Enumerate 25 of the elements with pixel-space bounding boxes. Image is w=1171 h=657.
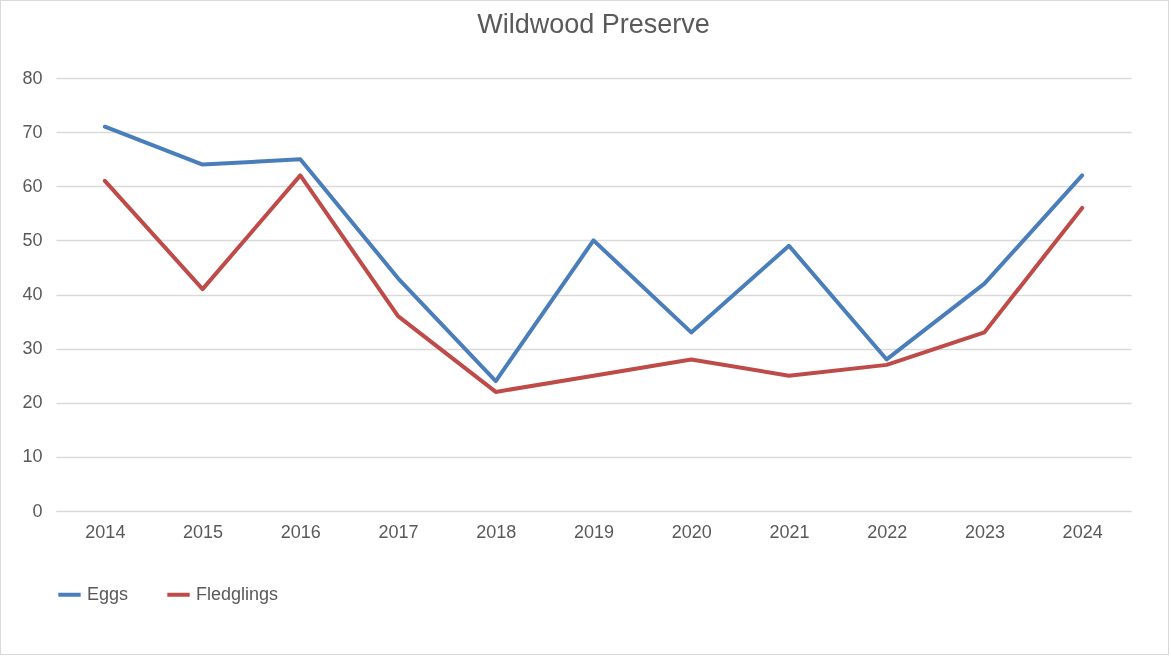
y-tick-label: 50 <box>22 229 43 250</box>
x-tick-label: 2021 <box>769 521 810 542</box>
x-tick-label: 2023 <box>964 521 1005 542</box>
y-tick-label: 30 <box>22 338 43 359</box>
x-tick-label: 2019 <box>573 521 615 542</box>
chart-title: Wildwood Preserve <box>477 9 710 39</box>
y-tick-label: 20 <box>22 392 43 413</box>
line-series <box>102 173 1085 394</box>
x-tick-label: 2022 <box>867 521 908 542</box>
y-tick-label: 0 <box>32 500 43 521</box>
x-tick-label: 2015 <box>183 521 224 542</box>
y-tick-label: 10 <box>22 446 43 467</box>
legend-label: Eggs <box>87 583 129 604</box>
y-tick-label: 80 <box>22 67 43 88</box>
x-tick-label: 2024 <box>1062 521 1103 542</box>
x-tick-label: 2018 <box>476 521 517 542</box>
x-tick-label: 2014 <box>85 521 126 542</box>
line-series <box>102 124 1085 384</box>
x-tick-label: 2016 <box>280 521 321 542</box>
legend-label: Fledglings <box>196 583 279 604</box>
y-tick-label: 70 <box>22 121 43 142</box>
x-tick-label: 2017 <box>378 521 419 542</box>
y-tick-label: 40 <box>22 284 43 304</box>
x-tick-label: 2020 <box>671 521 712 542</box>
y-tick-label: 60 <box>22 175 43 196</box>
